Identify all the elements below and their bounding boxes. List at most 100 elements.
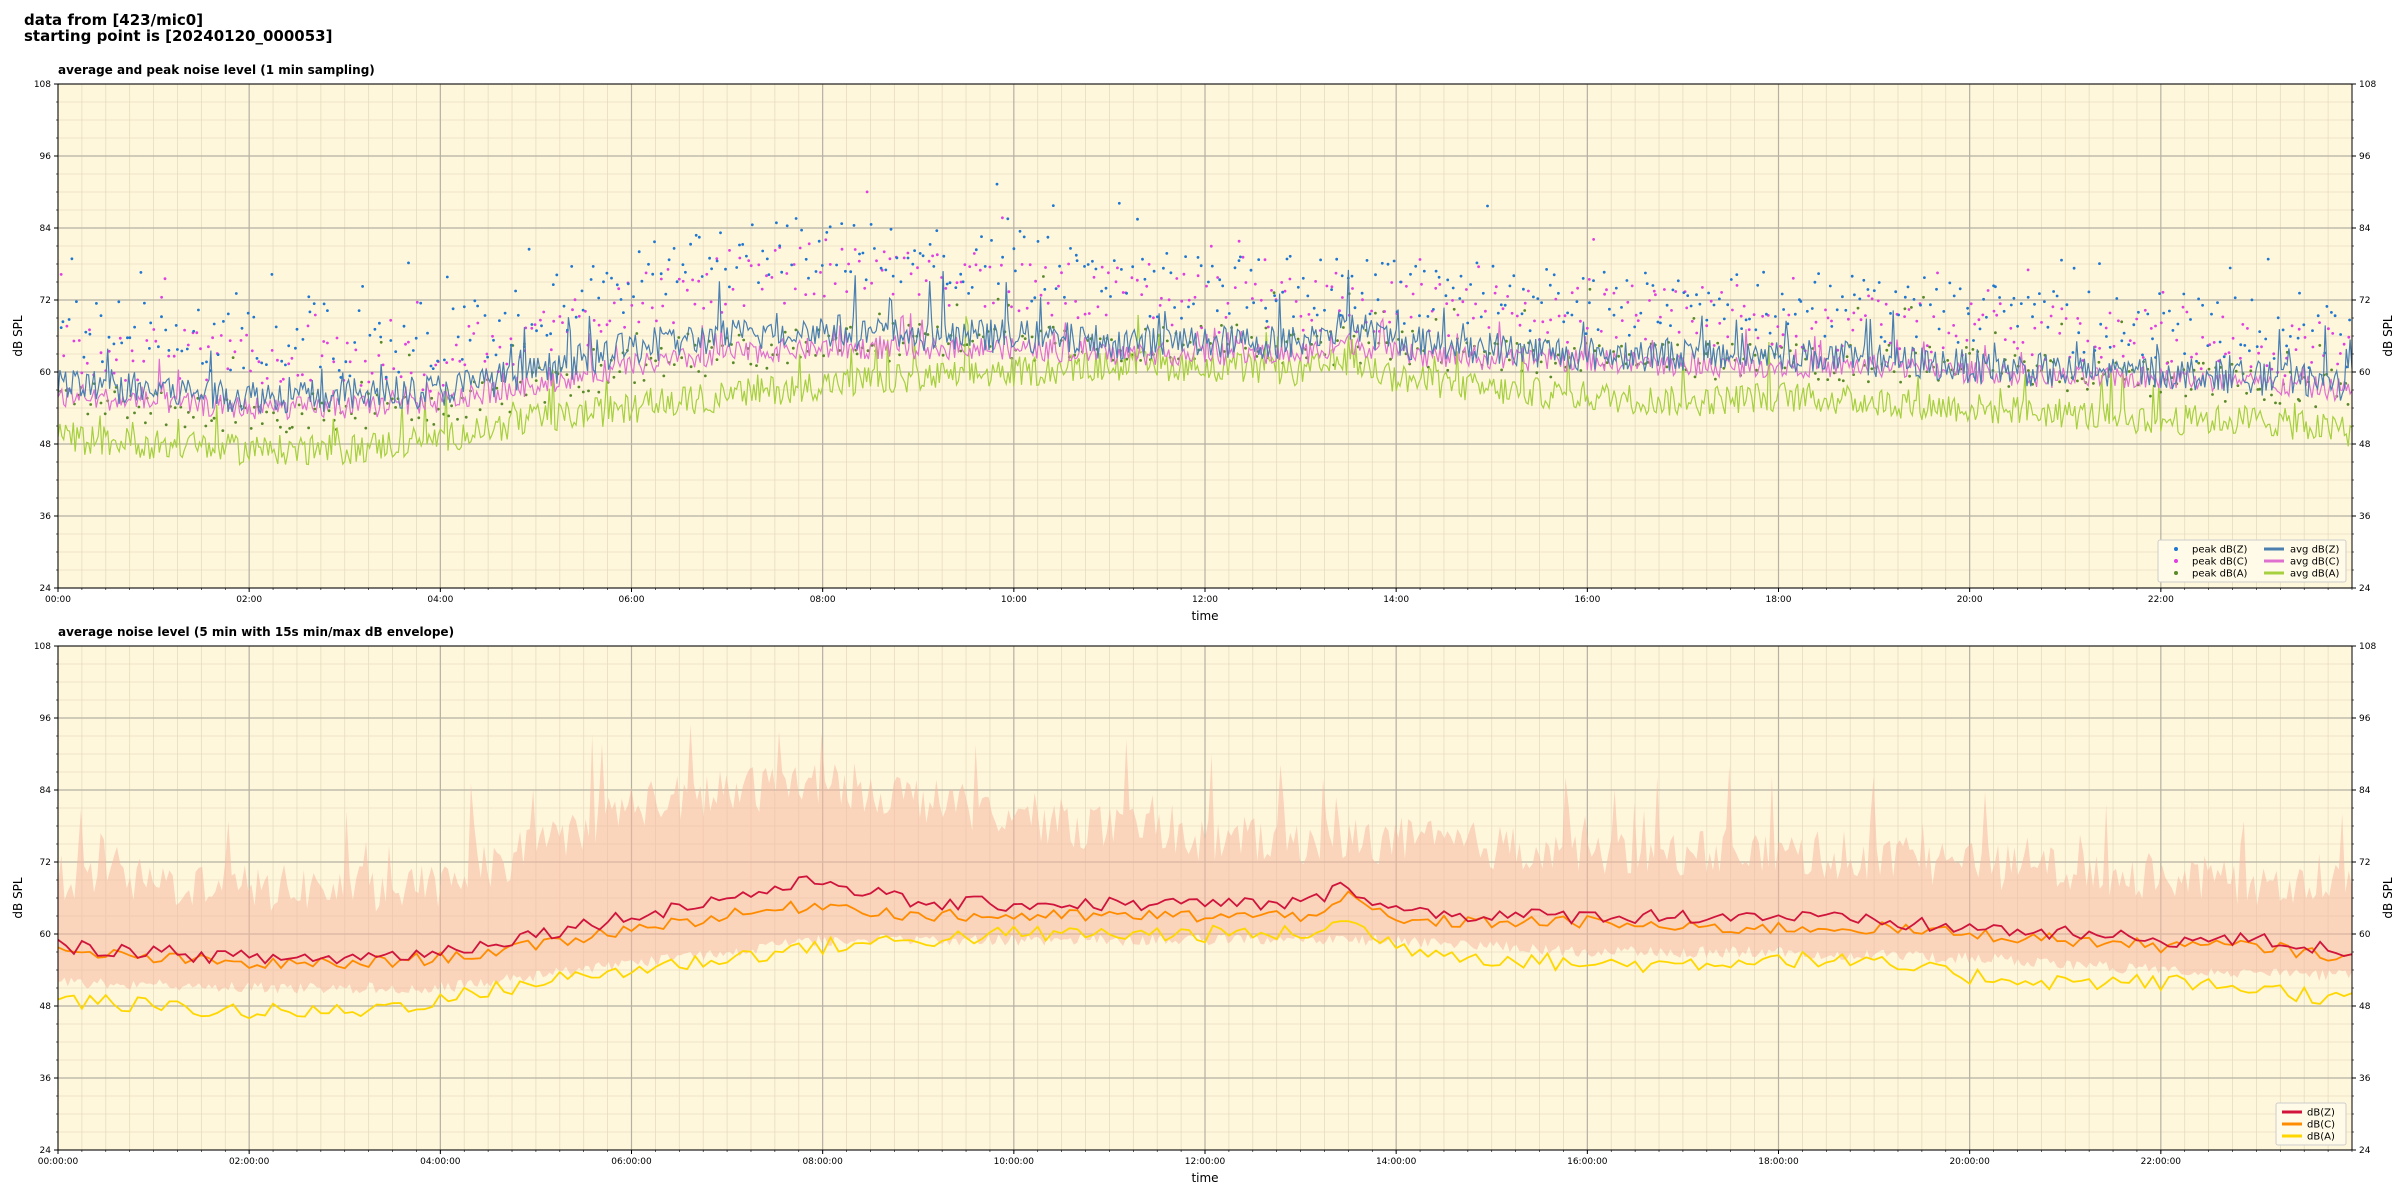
peak-point bbox=[260, 381, 264, 385]
peak-point bbox=[1575, 300, 1579, 303]
peak-point bbox=[542, 310, 546, 314]
peak-point bbox=[2272, 352, 2276, 356]
peak-point bbox=[1897, 313, 1900, 317]
peak-point bbox=[971, 339, 974, 343]
peak-point bbox=[1207, 280, 1210, 284]
peak-point bbox=[1340, 274, 1344, 278]
peak-point bbox=[2016, 324, 2019, 328]
peak-point bbox=[1444, 294, 1448, 298]
peak-point bbox=[204, 424, 208, 428]
peak-point bbox=[1264, 306, 1267, 310]
legend-label: peak dB(A) bbox=[2192, 569, 2248, 580]
peak-point bbox=[642, 379, 646, 382]
peak-point bbox=[577, 385, 581, 389]
peak-point bbox=[2108, 345, 2112, 349]
peak-point bbox=[1851, 328, 1855, 332]
peak-point bbox=[301, 373, 304, 377]
peak-point bbox=[2274, 401, 2277, 405]
peak-point bbox=[1334, 271, 1338, 275]
peak-point bbox=[456, 335, 460, 339]
peak-point bbox=[1981, 313, 1985, 317]
peak-point bbox=[866, 349, 870, 353]
peak-point bbox=[927, 259, 931, 263]
peak-point bbox=[491, 334, 494, 338]
peak-point bbox=[573, 298, 577, 302]
peak-point bbox=[62, 354, 66, 358]
peak-point bbox=[761, 249, 765, 253]
peak-point bbox=[249, 369, 252, 373]
peak-point bbox=[99, 401, 103, 405]
peak-point bbox=[1147, 262, 1151, 266]
peak-point bbox=[1094, 267, 1098, 271]
peak-point bbox=[1067, 262, 1070, 266]
series-line bbox=[57, 314, 2353, 467]
peak-point bbox=[1353, 306, 1357, 310]
peak-point bbox=[1748, 343, 1752, 346]
peak-point bbox=[287, 362, 291, 366]
peak-point bbox=[1100, 289, 1103, 293]
peak-point bbox=[290, 425, 294, 429]
peak-point bbox=[974, 248, 978, 252]
peak-point bbox=[1634, 313, 1638, 317]
peak-point bbox=[1109, 295, 1112, 298]
peak-point bbox=[172, 354, 176, 358]
peak-point bbox=[2264, 337, 2268, 341]
peak-point bbox=[240, 326, 244, 330]
peak-point bbox=[445, 361, 449, 364]
peak-point bbox=[2296, 336, 2300, 340]
peak-point bbox=[1794, 334, 1798, 338]
peak-point bbox=[2276, 316, 2280, 320]
peak-point bbox=[1651, 284, 1655, 287]
peak-point bbox=[397, 370, 401, 374]
peak-point bbox=[2086, 339, 2090, 343]
peak-point bbox=[265, 410, 268, 414]
peak-point bbox=[2108, 311, 2112, 315]
peak-point bbox=[539, 318, 542, 322]
peak-point bbox=[1389, 357, 1392, 361]
peak-point bbox=[1241, 255, 1245, 259]
peak-point bbox=[281, 377, 285, 381]
legend-label: peak dB(C) bbox=[2192, 557, 2248, 568]
peak-point bbox=[1867, 294, 1870, 298]
peak-point bbox=[1335, 257, 1339, 261]
peak-point bbox=[1060, 271, 1063, 275]
peak-point bbox=[1209, 244, 1213, 248]
peak-point bbox=[173, 406, 177, 410]
peak-point bbox=[1001, 255, 1004, 259]
peak-point bbox=[1682, 291, 1686, 294]
peak-point bbox=[1087, 312, 1091, 315]
peak-point bbox=[765, 366, 769, 370]
peak-point bbox=[441, 383, 445, 387]
y-tick-label: 72 bbox=[2359, 296, 2370, 306]
peak-point bbox=[274, 325, 278, 329]
peak-point bbox=[1257, 258, 1261, 261]
peak-point bbox=[792, 263, 796, 266]
peak-point bbox=[1042, 275, 1045, 278]
peak-point bbox=[1791, 276, 1795, 280]
peak-point bbox=[410, 418, 414, 422]
y-axis-label-right: dB SPL bbox=[2381, 315, 2395, 357]
peak-point bbox=[906, 251, 910, 255]
peak-point bbox=[1742, 304, 1746, 308]
peak-point bbox=[472, 332, 476, 335]
peak-point bbox=[749, 362, 753, 366]
peak-point bbox=[1663, 288, 1666, 291]
peak-point bbox=[1685, 306, 1689, 310]
peak-point bbox=[865, 190, 869, 194]
peak-point bbox=[1285, 257, 1289, 261]
peak-point bbox=[84, 330, 88, 334]
peak-point bbox=[1281, 290, 1284, 294]
peak-point bbox=[1306, 294, 1310, 298]
peak-point bbox=[2239, 343, 2243, 347]
peak-point bbox=[1301, 328, 1305, 332]
peak-point bbox=[1936, 271, 1939, 275]
peak-point bbox=[735, 266, 739, 269]
peak-point bbox=[249, 427, 253, 430]
peak-point bbox=[1224, 316, 1228, 319]
y-tick-label: 72 bbox=[2359, 858, 2370, 868]
x-tick-label: 08:00 bbox=[810, 595, 836, 605]
peak-point bbox=[1712, 303, 1716, 307]
peak-point bbox=[2336, 362, 2340, 366]
peak-point bbox=[163, 277, 167, 281]
peak-point bbox=[1570, 313, 1574, 317]
